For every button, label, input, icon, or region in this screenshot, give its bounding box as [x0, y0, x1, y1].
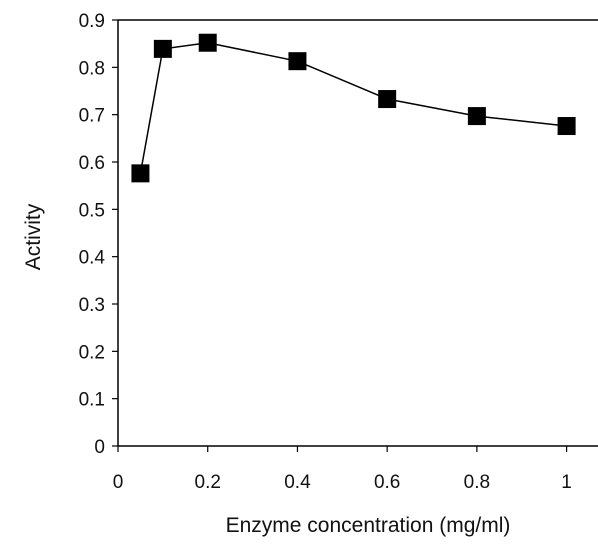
y-tick-label: 0.7 [79, 106, 105, 127]
y-tick-label: 0 [94, 437, 105, 458]
y-tick-label: 0.1 [79, 390, 105, 411]
data-point [198, 33, 217, 52]
y-tick-label: 0.4 [79, 248, 106, 269]
x-tick-label: 1 [561, 472, 572, 493]
data-point [378, 90, 397, 109]
y-axis-title: Activity [22, 203, 45, 270]
x-axis: 0 0.2 0.4 0.6 0.8 1 [113, 446, 572, 493]
x-tick-label: 0 [113, 472, 124, 493]
x-tick-label: 0.6 [374, 472, 400, 493]
y-tick-label: 0.8 [79, 58, 105, 79]
data-point [131, 164, 150, 183]
y-axis: 0 0.1 0.2 0.3 0.4 0.5 0.6 0.7 0.8 0.9 [79, 11, 118, 458]
x-axis-title: Enzyme concentration (mg/ml) [226, 514, 511, 537]
x-tick-label: 0.4 [284, 472, 311, 493]
x-tick-label: 0.8 [464, 472, 490, 493]
y-tick-label: 0.5 [79, 200, 105, 221]
data-point [288, 52, 307, 71]
data-point [557, 117, 576, 136]
y-tick-label: 0.3 [79, 295, 105, 316]
plot-frame [117, 19, 598, 447]
y-tick-label: 0.9 [79, 11, 105, 32]
data-point [467, 107, 486, 126]
data-point [153, 39, 172, 58]
x-tick-label: 0.2 [195, 472, 221, 493]
y-tick-label: 0.6 [79, 153, 105, 174]
series-layer [131, 33, 576, 183]
y-tick-label: 0.2 [79, 342, 105, 363]
series-line [139, 41, 567, 174]
